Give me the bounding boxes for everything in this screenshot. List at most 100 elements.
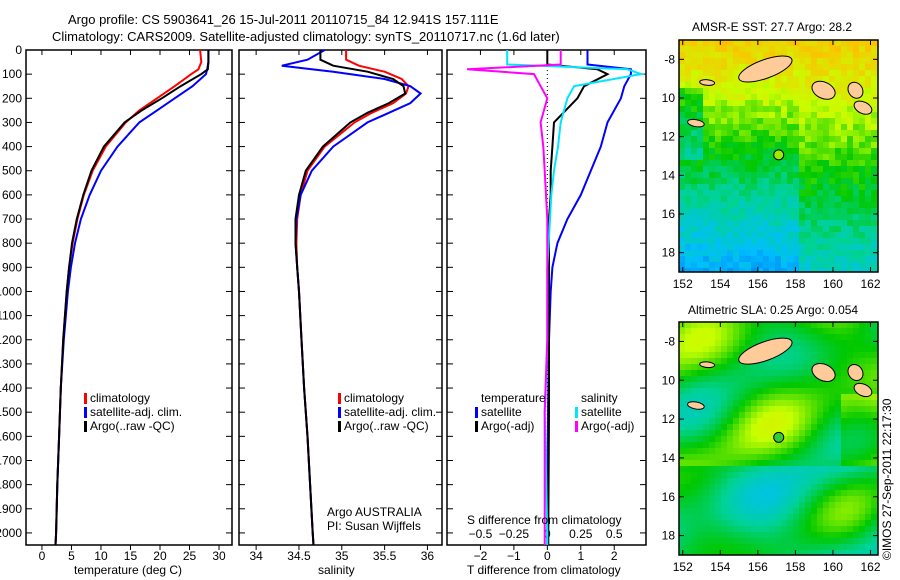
- map-cell: [799, 238, 805, 244]
- map-cell: [709, 106, 715, 112]
- map-cell: [727, 214, 733, 220]
- map-cell: [715, 436, 721, 442]
- map-cell: [871, 544, 877, 550]
- map-cell: [817, 154, 823, 160]
- map-cell: [715, 484, 721, 490]
- map-cell: [685, 178, 691, 184]
- map-cell: [679, 352, 685, 358]
- map-cell: [685, 538, 691, 544]
- map-cell: [703, 160, 709, 166]
- map-cell: [781, 256, 787, 262]
- map-cell: [859, 346, 865, 352]
- map-cell: [823, 334, 829, 340]
- map-cell: [679, 550, 685, 555]
- map-cell: [793, 532, 799, 538]
- map-cell: [721, 322, 727, 328]
- map-cell: [847, 352, 853, 358]
- map-cell: [871, 502, 877, 508]
- map-cell: [769, 538, 775, 544]
- map-cell: [757, 538, 763, 544]
- map-cell: [835, 58, 841, 64]
- map-cell: [811, 322, 817, 328]
- map-cell: [811, 508, 817, 514]
- map-cell: [763, 364, 769, 370]
- map-cell: [709, 550, 715, 555]
- map-cell: [757, 46, 763, 52]
- map-cell: [691, 130, 697, 136]
- map-cell: [865, 514, 871, 520]
- map-cell: [847, 178, 853, 184]
- map-cell: [739, 40, 745, 46]
- argo-position-marker: [773, 431, 785, 443]
- map-cell: [859, 472, 865, 478]
- map-cell: [865, 238, 871, 244]
- map-cell: [865, 250, 871, 256]
- map-cell: [745, 514, 751, 520]
- map-cell: [721, 478, 727, 484]
- x-tick-label: 35: [335, 549, 349, 563]
- map-cell: [739, 106, 745, 112]
- map-cell: [733, 88, 739, 94]
- map-cell: [739, 190, 745, 196]
- map-cell: [775, 94, 781, 100]
- map-cell: [805, 418, 811, 424]
- map-cell: [763, 196, 769, 202]
- map-cell: [817, 130, 823, 136]
- map-cell: [781, 250, 787, 256]
- map-cell: [865, 178, 871, 184]
- map-cell: [805, 358, 811, 364]
- map-cell: [805, 178, 811, 184]
- map-cell: [685, 232, 691, 238]
- map-cell: [685, 202, 691, 208]
- map-cell: [691, 412, 697, 418]
- map-cell: [835, 178, 841, 184]
- map-cell: [715, 202, 721, 208]
- map-cell: [769, 406, 775, 412]
- map-cell: [805, 112, 811, 118]
- map-cell: [841, 262, 847, 268]
- map-cell: [709, 100, 715, 106]
- map-cell: [757, 400, 763, 406]
- map-cell: [697, 130, 703, 136]
- map-cell: [781, 490, 787, 496]
- map-cell: [853, 400, 859, 406]
- map-cell: [697, 472, 703, 478]
- map-cell: [679, 334, 685, 340]
- map-cell: [709, 496, 715, 502]
- map-cell: [715, 538, 721, 544]
- map-cell: [733, 166, 739, 172]
- map-cell: [793, 136, 799, 142]
- map-cell: [781, 160, 787, 166]
- map-cell: [697, 244, 703, 250]
- map-cell: [787, 160, 793, 166]
- map-cell: [841, 340, 847, 346]
- map-cell: [739, 370, 745, 376]
- map-cell: [739, 394, 745, 400]
- map-cell: [757, 496, 763, 502]
- map-cell: [799, 256, 805, 262]
- map-cell: [733, 454, 739, 460]
- map-cell: [871, 94, 877, 100]
- map-cell: [709, 190, 715, 196]
- map-cell: [757, 256, 763, 262]
- map-cell: [829, 184, 835, 190]
- map-cell: [763, 526, 769, 532]
- map-cell: [751, 202, 757, 208]
- map-cell: [703, 76, 709, 82]
- map-cell: [859, 220, 865, 226]
- map-cell: [691, 154, 697, 160]
- map-cell: [781, 220, 787, 226]
- map-cell: [811, 430, 817, 436]
- map-cell: [691, 502, 697, 508]
- map-cell: [691, 76, 697, 82]
- map-cell: [847, 484, 853, 490]
- map-cell: [751, 550, 757, 555]
- depth-tick-label: 900: [2, 260, 22, 274]
- map-cell: [715, 448, 721, 454]
- map-cell: [685, 40, 691, 46]
- map-cell: [871, 490, 877, 496]
- map-cell: [823, 448, 829, 454]
- map-cell: [871, 64, 877, 70]
- map-cell: [775, 82, 781, 88]
- map-cell: [823, 400, 829, 406]
